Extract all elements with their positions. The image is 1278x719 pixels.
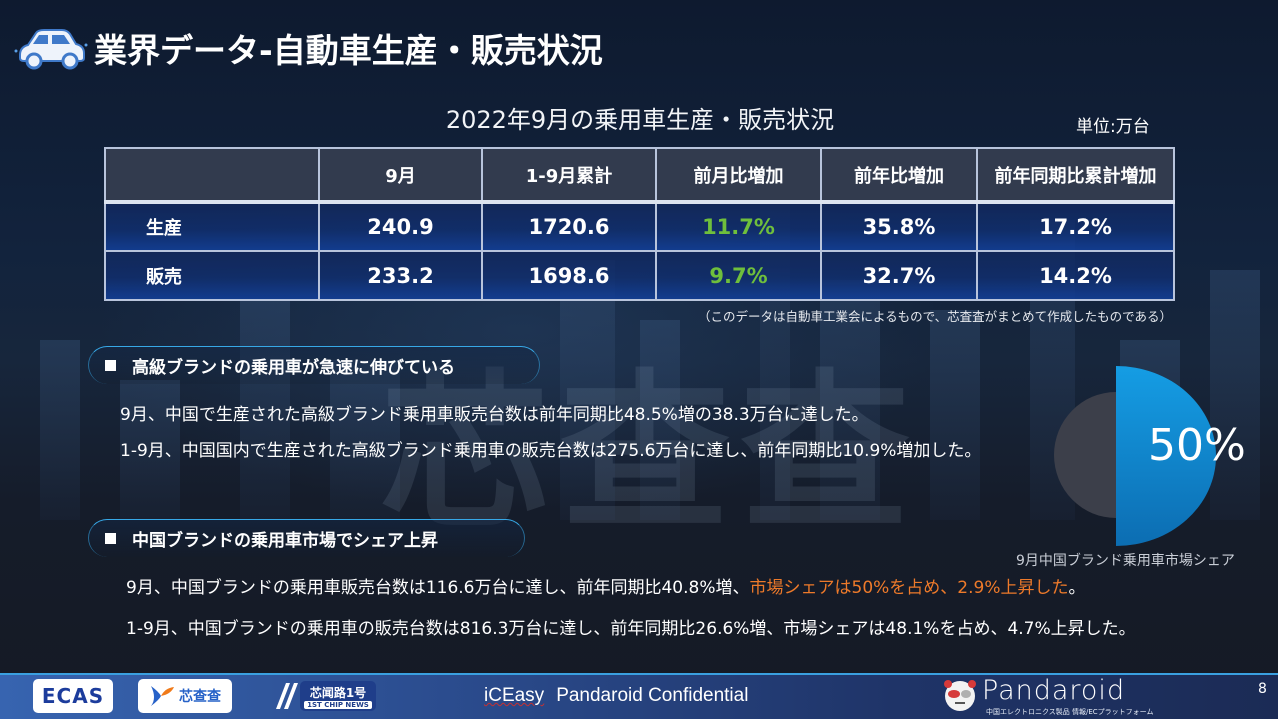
table-title-text: 2022年9月の乗用車生産・販売状況: [445, 106, 835, 134]
cell-cumulative: 1720.6: [481, 200, 657, 252]
square-bullet-icon: [105, 533, 116, 544]
ecas-logo[interactable]: ECAS: [33, 679, 113, 713]
cell-yoy: 35.8%: [820, 200, 978, 252]
cell-yoy-cumulative: 17.2%: [976, 200, 1175, 252]
table-title: 2022年9月の乗用車生産・販売状況: [0, 100, 1278, 135]
pandaroid-tagline: 中国エレクトロニクス製品 情報/ECプラットフォーム: [986, 708, 1154, 716]
cell-yoy: 32.7%: [820, 250, 978, 301]
pie-slice-china-brand: [1116, 366, 1216, 546]
paragraph-china-brand-sept: 9月、中国ブランドの乗用車販売台数は116.6万台に達し、前年同期比40.8%増…: [104, 573, 1254, 603]
highlighted-text: 市場シェアは50%を占め、2.9%上昇した: [749, 578, 1069, 598]
cell-cumulative: 1698.6: [481, 250, 657, 301]
col-header-yoy-cumulative: 前年同期比累計増加: [976, 147, 1175, 203]
pandaroid-brand: Pandaroid: [982, 675, 1126, 706]
iceasy-text: iCEasy: [484, 685, 545, 706]
title-bar: 業界データ-自動車生産・販売状況: [14, 22, 603, 74]
pie-percent-label: 50%: [1148, 420, 1246, 471]
cell-mom: 11.7%: [655, 200, 822, 252]
pie-caption: 9月中国ブランド乗用車市場シェア: [1016, 553, 1235, 569]
table-row-sales: 販売 233.2 1698.6 9.7% 32.7% 14.2%: [104, 250, 1175, 301]
table-row-production: 生産 240.9 1720.6 11.7% 35.8% 17.2%: [104, 200, 1175, 252]
square-bullet-icon: [105, 360, 116, 371]
row-label: 販売: [104, 250, 320, 301]
footer-bar: ECAS 芯查查 芯闻路1号 1ST CHIP NEWS iCEasy Panda…: [0, 673, 1278, 719]
section-heading-china-brand: 中国ブランドの乗用車市場でシェア上昇: [88, 519, 525, 557]
col-header-blank: [104, 147, 320, 203]
slash-icon: [276, 683, 298, 709]
paragraph-end: 。: [1068, 578, 1086, 598]
col-header-cumulative: 1-9月累計: [481, 147, 657, 203]
ecas-logo-text: ECAS: [41, 684, 105, 708]
xinchacha-logo-text: 芯查查: [179, 689, 221, 705]
market-share-pie-chart: [1054, 366, 1216, 546]
car-icon: [14, 29, 88, 70]
section-heading-luxury: 高級ブランドの乗用車が急速に伸びている: [88, 346, 540, 384]
panda-mascot-icon: [944, 680, 976, 711]
page-number: 8: [1258, 681, 1267, 697]
paragraph-china-brand-ytd: 1-9月、中国ブランドの乗用車の販売台数は816.3万台に達し、前年同期比26.…: [126, 619, 1136, 639]
cell-mom: 9.7%: [655, 250, 822, 301]
col-header-september: 9月: [318, 147, 483, 203]
confidential-text: Pandaroid Confidential: [556, 685, 749, 706]
production-sales-table: 9月 1-9月累計 前月比増加 前年比増加 前年同期比累計増加 生産 240.9…: [104, 147, 1175, 301]
unit-label: 単位:万台: [1076, 117, 1150, 137]
cell-yoy-cumulative: 14.2%: [976, 250, 1175, 301]
butterfly-icon: [151, 686, 174, 706]
xinchacha-logo[interactable]: 芯查查: [138, 679, 232, 713]
cell-september: 233.2: [318, 250, 483, 301]
chip-news-logo[interactable]: 芯闻路1号 1ST CHIP NEWS: [300, 681, 376, 711]
page-title: 業界データ-自動車生産・販売状況: [94, 31, 603, 70]
section-heading-text: 中国ブランドの乗用車市場でシェア上昇: [132, 531, 438, 551]
chip-news-subtitle: 1ST CHIP NEWS: [304, 700, 372, 709]
col-header-yoy: 前年比増加: [820, 147, 978, 203]
section-heading-text: 高級ブランドの乗用車が急速に伸びている: [132, 358, 455, 378]
cell-september: 240.9: [318, 200, 483, 252]
paragraph-luxury-ytd: 1-9月、中国国内で生産された高級ブランド乗用車の販売台数は275.6万台に達し…: [120, 441, 982, 461]
source-note: （このデータは自動車工業会によるもので、芯査査がまとめて作成したものである）: [697, 309, 1172, 324]
col-header-mom: 前月比増加: [655, 147, 822, 203]
confidential-label: iCEasy Pandaroid Confidential: [484, 685, 748, 707]
paragraph-text: 9月、中国ブランドの乗用車販売台数は116.6万台に達し、前年同期比40.8%増…: [126, 578, 750, 598]
paragraph-luxury-sept: 9月、中国で生産された高級ブランド乗用車販売台数は前年同期比48.5%増の38.…: [120, 405, 869, 425]
row-label: 生産: [104, 200, 320, 252]
table-header-row: 9月 1-9月累計 前月比増加 前年比増加 前年同期比累計増加: [104, 147, 1175, 203]
chip-news-title: 芯闻路1号: [309, 685, 367, 700]
